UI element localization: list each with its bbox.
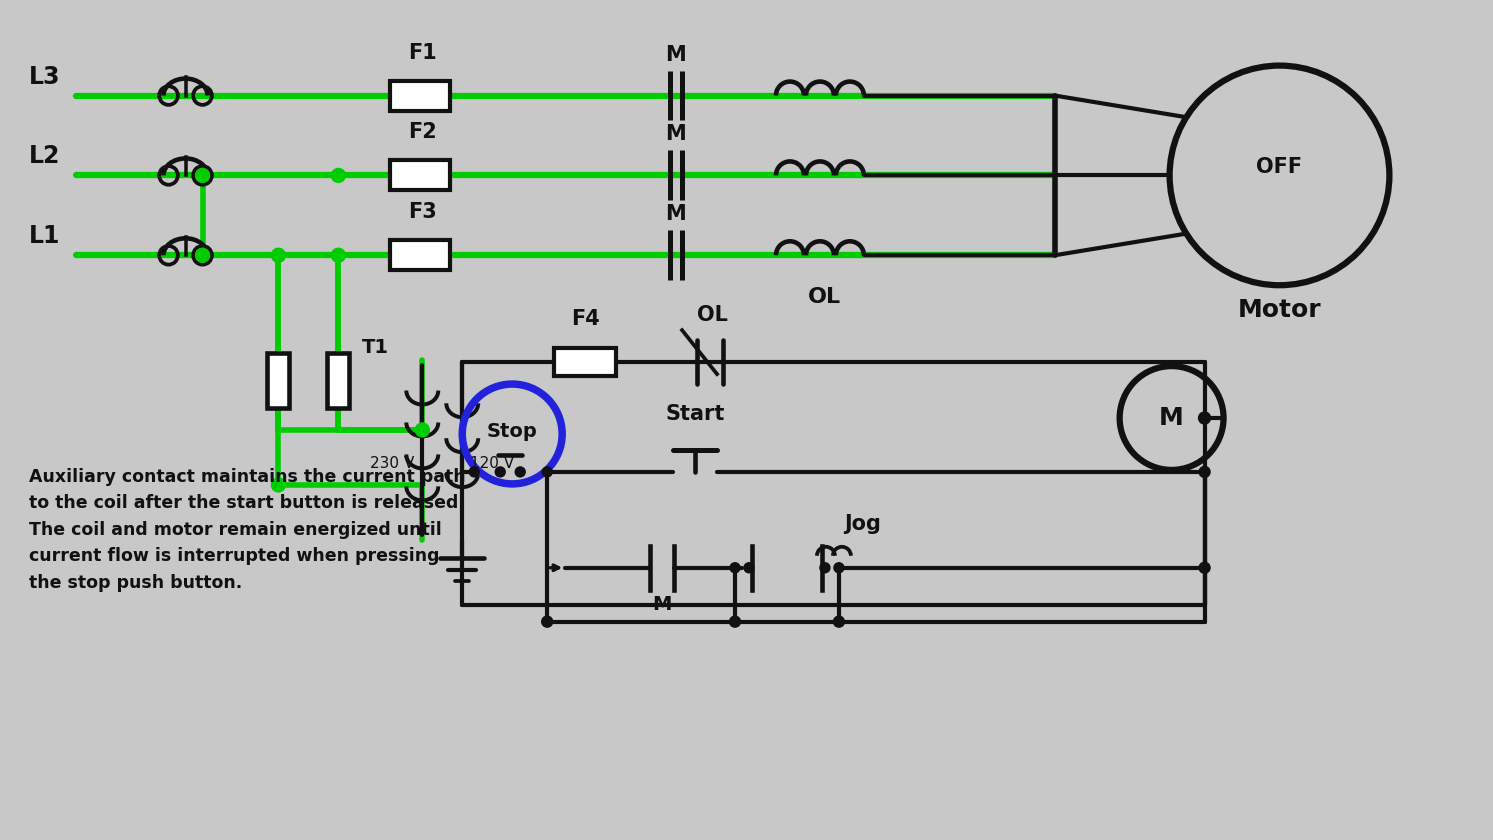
Text: T1: T1 [363, 339, 390, 357]
Text: M: M [664, 45, 685, 65]
Circle shape [730, 563, 741, 573]
Bar [390, 240, 451, 270]
Text: OFF: OFF [1257, 157, 1302, 177]
Text: L2: L2 [28, 144, 60, 169]
Circle shape [331, 249, 345, 262]
Bar [390, 81, 451, 111]
Circle shape [331, 168, 345, 182]
Text: Auxiliary contact maintains the current path
to the coil after the start button : Auxiliary contact maintains the current … [28, 468, 466, 591]
Text: 120 V: 120 V [470, 456, 515, 471]
Circle shape [833, 617, 845, 627]
Text: M: M [664, 124, 685, 144]
Circle shape [415, 423, 430, 437]
Text: F2: F2 [408, 123, 436, 143]
Circle shape [196, 249, 209, 262]
Circle shape [542, 467, 552, 477]
Text: F1: F1 [408, 43, 436, 63]
Circle shape [469, 467, 479, 477]
Circle shape [730, 617, 741, 627]
Text: 230 V: 230 V [370, 456, 415, 471]
Text: Stop: Stop [487, 423, 537, 442]
Text: M: M [1159, 406, 1184, 430]
Circle shape [744, 563, 754, 573]
Circle shape [272, 478, 285, 492]
Bar [267, 353, 290, 407]
Text: M: M [652, 595, 672, 614]
Circle shape [515, 467, 526, 477]
Text: Start: Start [666, 404, 724, 424]
Circle shape [1199, 466, 1209, 477]
Circle shape [196, 168, 209, 182]
Text: F4: F4 [570, 309, 600, 329]
Bar [554, 348, 617, 376]
Text: L3: L3 [28, 65, 60, 88]
Text: M: M [664, 204, 685, 224]
Circle shape [1199, 412, 1211, 424]
Circle shape [542, 617, 552, 627]
Text: OL: OL [697, 305, 727, 325]
Bar [390, 160, 451, 191]
Text: Jog: Jog [844, 514, 881, 533]
Circle shape [496, 467, 505, 477]
Text: F3: F3 [408, 202, 436, 223]
Bar [327, 353, 349, 407]
Circle shape [272, 249, 285, 262]
Text: OL: OL [808, 287, 842, 307]
Text: L1: L1 [28, 224, 60, 249]
Circle shape [1199, 562, 1209, 573]
Text: Motor: Motor [1238, 298, 1321, 323]
Circle shape [820, 563, 830, 573]
Circle shape [835, 563, 844, 573]
